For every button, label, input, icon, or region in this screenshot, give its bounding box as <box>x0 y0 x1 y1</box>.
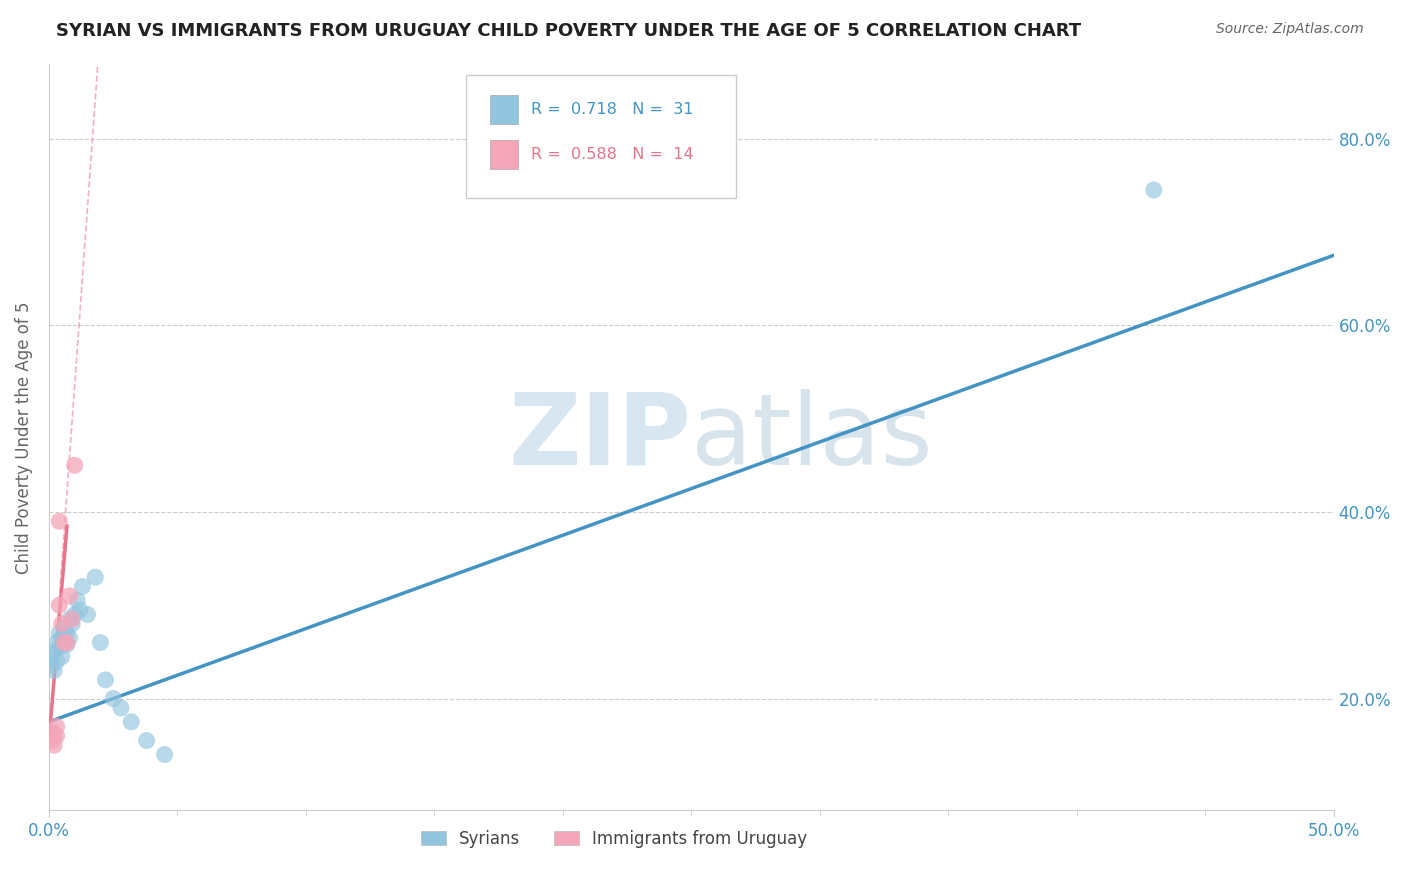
Point <box>41 724 63 739</box>
Point <box>89 635 111 649</box>
Point <box>135 733 157 747</box>
Point <box>69 603 91 617</box>
Point <box>153 747 176 762</box>
Point <box>45 729 67 743</box>
Point <box>48 599 70 613</box>
Point <box>51 616 73 631</box>
Point <box>48 626 70 640</box>
Point <box>45 635 67 649</box>
Point <box>58 589 80 603</box>
Point <box>110 701 132 715</box>
Point <box>41 649 63 664</box>
Point <box>45 654 67 668</box>
Legend: Syrians, Immigrants from Uruguay: Syrians, Immigrants from Uruguay <box>415 823 814 855</box>
Point <box>94 673 117 687</box>
Point <box>45 719 67 733</box>
Point <box>63 607 86 622</box>
Point <box>48 514 70 528</box>
Point <box>42 645 65 659</box>
Point <box>53 622 76 636</box>
Point <box>72 580 94 594</box>
Point <box>53 635 76 649</box>
Text: Source: ZipAtlas.com: Source: ZipAtlas.com <box>1216 22 1364 37</box>
Point <box>51 631 73 645</box>
Text: SYRIAN VS IMMIGRANTS FROM URUGUAY CHILD POVERTY UNDER THE AGE OF 5 CORRELATION C: SYRIAN VS IMMIGRANTS FROM URUGUAY CHILD … <box>56 22 1081 40</box>
Point <box>66 593 89 607</box>
Point <box>41 658 63 673</box>
Point <box>56 637 79 651</box>
Y-axis label: Child Poverty Under the Age of 5: Child Poverty Under the Age of 5 <box>15 301 32 574</box>
Point <box>84 570 107 584</box>
Text: R =  0.588   N =  14: R = 0.588 N = 14 <box>530 147 693 161</box>
Text: R =  0.718   N =  31: R = 0.718 N = 31 <box>530 102 693 117</box>
Point <box>42 664 65 678</box>
Point <box>1143 183 1166 197</box>
Point <box>58 631 80 645</box>
Point <box>41 733 63 747</box>
Point <box>42 738 65 752</box>
Text: ZIP: ZIP <box>509 389 692 486</box>
Point <box>56 635 79 649</box>
Point <box>58 612 80 626</box>
Point <box>60 612 83 626</box>
Point <box>48 640 70 655</box>
FancyBboxPatch shape <box>467 75 737 198</box>
Point <box>60 616 83 631</box>
Point <box>51 649 73 664</box>
Point <box>56 626 79 640</box>
Point <box>53 635 76 649</box>
Point <box>103 691 125 706</box>
Point <box>63 458 86 473</box>
Point <box>76 607 98 622</box>
Point <box>120 714 142 729</box>
Text: atlas: atlas <box>692 389 934 486</box>
Point <box>42 729 65 743</box>
FancyBboxPatch shape <box>489 140 517 169</box>
FancyBboxPatch shape <box>489 95 517 124</box>
